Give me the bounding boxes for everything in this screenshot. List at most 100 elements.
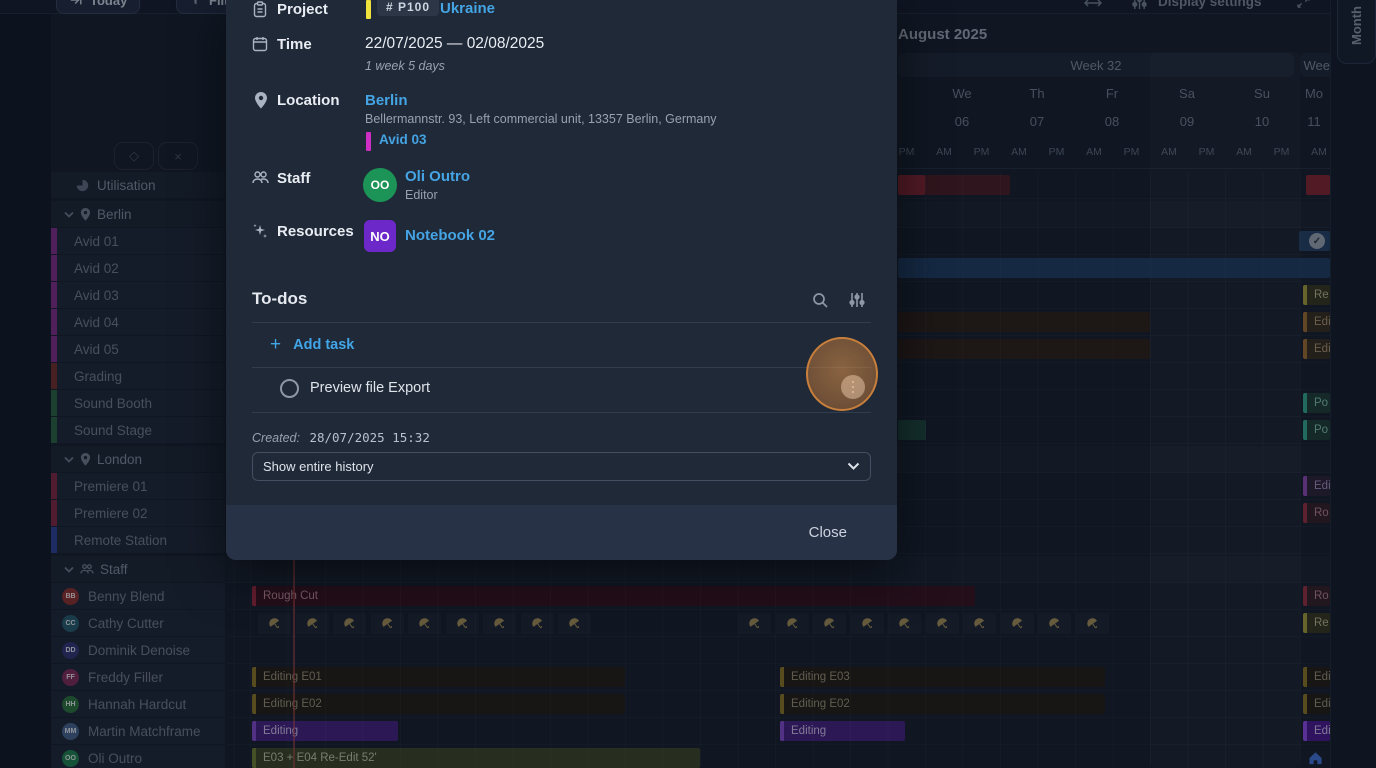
chevron-down-icon[interactable] bbox=[64, 456, 74, 463]
sidebar-item-oli-outro[interactable]: OO Oli Outro bbox=[51, 745, 225, 768]
vacation-cell[interactable] bbox=[1038, 613, 1071, 634]
vacation-cell[interactable] bbox=[776, 613, 809, 634]
add-task-button[interactable]: + Add task bbox=[270, 335, 354, 354]
booking-bar[interactable]: Editing E02 bbox=[252, 694, 625, 714]
todos-filter-icon[interactable] bbox=[849, 292, 865, 308]
sidebar-group-staff[interactable]: Staff bbox=[51, 556, 225, 582]
sidebar-group-london[interactable]: London bbox=[51, 446, 225, 472]
close-button[interactable]: Close bbox=[803, 523, 853, 542]
resource-chip-initials: NO bbox=[370, 228, 390, 244]
booking-bar[interactable]: Edi bbox=[1303, 339, 1330, 359]
booking-bar[interactable] bbox=[898, 258, 1330, 278]
sidebar-item-avid-04[interactable]: Avid 04 bbox=[51, 309, 225, 335]
booking-bar[interactable] bbox=[925, 175, 1010, 195]
sidebar-item-premiere-01[interactable]: Premiere 01 bbox=[51, 473, 225, 499]
tab-month-view[interactable]: Month bbox=[1337, 0, 1376, 64]
vacation-cell[interactable] bbox=[371, 613, 404, 634]
sidebar-item-premiere-02[interactable]: Premiere 02 bbox=[51, 500, 225, 526]
location-city-link[interactable]: Berlin bbox=[365, 92, 408, 109]
booking-bar[interactable]: E03 + E04 Re-Edit 52' bbox=[252, 748, 700, 768]
display-settings-icon[interactable] bbox=[1132, 0, 1147, 10]
vacation-cell[interactable] bbox=[813, 613, 846, 634]
vacation-cell[interactable] bbox=[408, 613, 441, 634]
display-settings-label[interactable]: Display settings bbox=[1158, 0, 1262, 9]
project-name-link[interactable]: Ukraine bbox=[440, 0, 496, 17]
vacation-cell[interactable] bbox=[963, 613, 996, 634]
day-date-label[interactable]: 08 bbox=[1104, 114, 1120, 129]
booking-bar[interactable]: Re bbox=[1303, 613, 1330, 633]
expand-horizontal-icon[interactable] bbox=[1084, 0, 1102, 10]
booking-bar[interactable]: Editing bbox=[252, 721, 398, 741]
day-date-label[interactable]: 10 bbox=[1254, 114, 1270, 129]
sidebar-item-avid-03[interactable]: Avid 03 bbox=[51, 282, 225, 308]
booking-bar[interactable] bbox=[898, 312, 1150, 332]
booking-bar[interactable]: Editing E03 bbox=[780, 667, 1105, 687]
vacation-cell[interactable] bbox=[888, 613, 921, 634]
resource-name-link[interactable]: Notebook 02 bbox=[405, 227, 496, 244]
vacation-cell[interactable] bbox=[558, 613, 591, 634]
sidebar-item-hannah-hardcut[interactable]: HH Hannah Hardcut bbox=[51, 691, 225, 717]
todos-search-icon[interactable] bbox=[812, 292, 829, 309]
vacation-cell[interactable] bbox=[333, 613, 366, 634]
sidebar-item-dominik-denoise[interactable]: DD Dominik Denoise bbox=[51, 637, 225, 663]
booking-bar[interactable] bbox=[898, 420, 926, 440]
booking-bar[interactable]: Editing bbox=[780, 721, 905, 741]
day-date-label[interactable]: 09 bbox=[1179, 114, 1195, 129]
home-marker-icon[interactable] bbox=[1308, 751, 1323, 765]
sidebar-item-benny-blend[interactable]: BB Benny Blend bbox=[51, 583, 225, 609]
booking-bar[interactable] bbox=[1306, 175, 1330, 195]
booking-bar[interactable]: Edi bbox=[1303, 694, 1330, 714]
vacation-cell[interactable] bbox=[521, 613, 554, 634]
booking-bar[interactable]: Edi bbox=[1303, 476, 1330, 496]
vacation-cell[interactable] bbox=[1076, 613, 1109, 634]
vacation-cell[interactable] bbox=[483, 613, 516, 634]
vacation-cell[interactable] bbox=[446, 613, 479, 634]
sidebar-item-avid-01[interactable]: Avid 01 bbox=[51, 228, 225, 254]
booking-bar[interactable]: Po bbox=[1303, 393, 1330, 413]
booking-bar[interactable]: Ro bbox=[1303, 586, 1330, 606]
sidebar-item-remote-station[interactable]: Remote Station bbox=[51, 527, 225, 553]
sidebar-item-sound-booth[interactable]: Sound Booth bbox=[51, 390, 225, 416]
halfday-label: AM bbox=[1011, 146, 1027, 158]
task-checkbox[interactable] bbox=[280, 379, 299, 398]
sidebar-item-cathy-cutter[interactable]: CC Cathy Cutter bbox=[51, 610, 225, 636]
sidebar-item-utilisation[interactable]: Utilisation bbox=[51, 172, 225, 198]
booking-bar[interactable] bbox=[898, 175, 925, 195]
vacation-cell[interactable] bbox=[1001, 613, 1034, 634]
sidebar-item-sound-stage[interactable]: Sound Stage bbox=[51, 417, 225, 443]
booking-bar[interactable]: Editing E02 bbox=[780, 694, 1105, 714]
booking-bar[interactable]: Edi bbox=[1303, 667, 1330, 687]
location-resource-link[interactable]: Avid 03 bbox=[379, 132, 427, 147]
booking-bar[interactable]: Po bbox=[1303, 420, 1330, 440]
fullscreen-icon[interactable] bbox=[1296, 0, 1311, 9]
vacation-cell[interactable] bbox=[296, 613, 329, 634]
chevron-down-icon[interactable] bbox=[64, 566, 74, 573]
sidebar-group-berlin[interactable]: Berlin bbox=[51, 201, 225, 227]
staff-name-link[interactable]: Oli Outro bbox=[405, 168, 470, 185]
sidebar-item-grading[interactable]: Grading bbox=[51, 363, 225, 389]
day-of-week-label: We bbox=[952, 86, 972, 101]
sidebar-item-freddy-filler[interactable]: FF Freddy Filler bbox=[51, 664, 225, 690]
history-dropdown[interactable]: Show entire history bbox=[252, 452, 871, 481]
booking-bar[interactable]: Rough Cut bbox=[252, 586, 975, 606]
sidebar-item-avid-02[interactable]: Avid 02 bbox=[51, 255, 225, 281]
day-date-label[interactable]: 11 bbox=[1307, 114, 1321, 129]
booking-bar[interactable]: Re bbox=[1303, 285, 1330, 305]
booking-bar[interactable]: Ro bbox=[1303, 503, 1330, 523]
vacation-cell[interactable] bbox=[738, 613, 771, 634]
vacation-cell[interactable] bbox=[851, 613, 884, 634]
booking-bar[interactable] bbox=[898, 339, 1150, 359]
booking-bar[interactable]: Editing E01 bbox=[252, 667, 625, 687]
booking-bar[interactable]: Edi bbox=[1303, 721, 1330, 741]
vacation-cell[interactable] bbox=[258, 613, 291, 634]
sidebar-item-avid-05[interactable]: Avid 05 bbox=[51, 336, 225, 362]
day-date-label[interactable]: 07 bbox=[1029, 114, 1045, 129]
vacation-cell[interactable] bbox=[926, 613, 959, 634]
reorder-button[interactable]: ◇ bbox=[114, 142, 154, 170]
today-button[interactable]: Today bbox=[56, 0, 141, 14]
day-date-label[interactable]: 06 bbox=[954, 114, 970, 129]
chevron-down-icon[interactable] bbox=[64, 211, 74, 218]
booking-bar[interactable]: Edi bbox=[1303, 312, 1330, 332]
dismiss-button[interactable]: × bbox=[158, 142, 198, 170]
sidebar-item-martin-matchframe[interactable]: MM Martin Matchframe bbox=[51, 718, 225, 744]
